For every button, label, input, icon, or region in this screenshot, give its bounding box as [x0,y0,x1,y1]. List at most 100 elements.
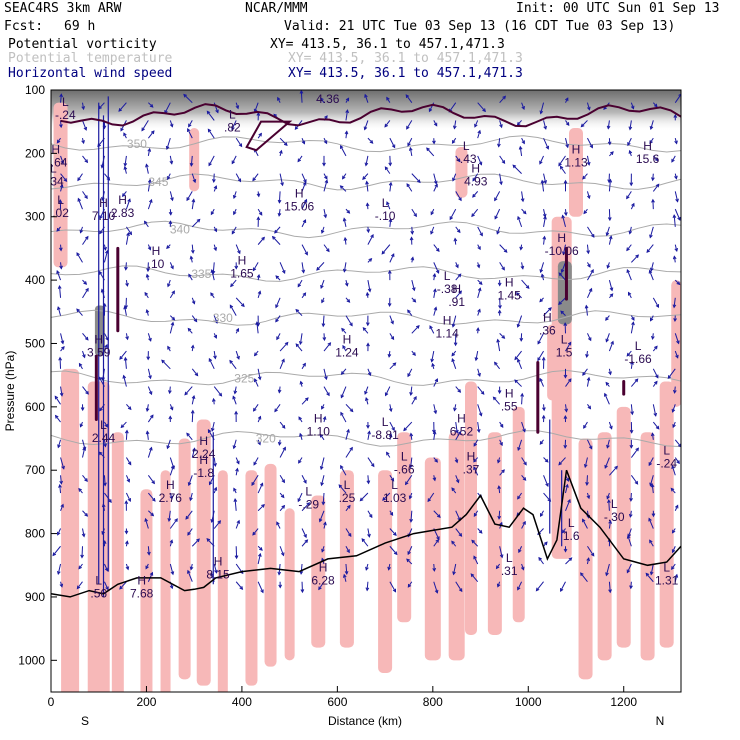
wind-vector [76,308,83,316]
wind-vector [364,94,369,103]
wind-vector-head [274,229,278,234]
wind-vector [565,557,572,565]
extrema-value-label: 1.5 [556,345,573,359]
wind-vector [297,155,303,162]
wind-vector [537,333,544,344]
extrema-kind-label: L [382,415,389,429]
x-tick-label: 400 [232,695,252,709]
wind-vector [455,528,462,537]
wind-vector [384,120,391,128]
wind-vector [455,386,461,393]
wind-vector [650,120,654,130]
wind-vector-head [123,305,127,310]
wind-vector-head [453,342,458,347]
wind-vector-head [297,498,301,503]
wind-vector-head [284,341,289,346]
wind-vector-head [474,123,478,128]
wind-vector [630,322,634,334]
wind-vector-head [608,178,613,183]
extrema-kind-label: H [199,434,208,448]
wind-vector [256,322,259,334]
extrema-value-label: 7.10 [92,209,116,223]
wind-vector-head [366,480,371,485]
wind-vector [499,332,505,339]
wind-vector-head [145,309,150,314]
pv-fill-gray-core [557,261,572,325]
wind-vector-head [165,145,170,150]
wind-vector [252,173,259,181]
wind-vector [367,431,370,440]
wind-vector [477,309,481,316]
wind-vector-head [298,416,302,421]
wind-vector [254,378,259,387]
wind-vector [213,351,216,359]
wind-vector [521,262,524,269]
wind-vector [169,563,174,575]
wind-vector-head [407,551,411,556]
wind-vector-head [545,482,549,487]
wind-vector-head [345,97,350,102]
wind-vector-head [206,110,211,115]
wind-vector-head [210,292,214,297]
wind-vector-head [455,429,459,434]
wind-vector [477,404,482,416]
wind-vector-head [233,390,238,395]
wind-vector-head [304,251,308,256]
isentrope-line [51,309,681,326]
wind-vector [536,581,544,591]
isentrope-line [51,220,681,239]
wind-vector-head [282,446,286,451]
wind-vector [301,502,310,512]
wind-vector-head [145,430,150,435]
wind-vector-head [143,220,148,225]
wind-vector-head [458,533,463,537]
wind-vector [562,244,566,255]
wind-vector-head [605,232,610,237]
wind-vector-head [451,358,455,363]
wind-vector-head [169,123,174,128]
wind-vector-head [628,126,633,131]
wind-vector-head [206,538,211,542]
wind-vector-head [671,529,676,534]
wind-vector [608,581,611,593]
wind-vector-head [629,444,634,449]
extrema-kind-label: H [572,142,581,156]
wind-vector-head [478,281,483,286]
wind-vector [580,572,588,583]
extrema-kind-label: H [214,554,223,568]
wind-vector-head [673,113,678,118]
pv-contour-line [245,120,293,152]
wind-vector-head [120,424,125,429]
wind-vector [471,540,479,547]
wind-vector [630,474,638,485]
wind-vector-head [541,356,546,361]
wind-vector-head [428,108,433,113]
wind-vector-head [235,327,240,332]
wind-vector [651,433,654,440]
wind-vector-head [671,549,676,554]
extrema-kind-label: H [557,231,566,245]
wind-vector-head [390,477,395,482]
wind-vector-head [77,197,81,202]
wind-vector-head [123,132,127,137]
wind-vector-head [521,140,525,145]
wind-vector-head [501,469,505,474]
wind-vector-head [233,211,237,216]
extrema-kind-label: H [51,142,60,156]
extrema-value-label: 1.10 [307,425,331,439]
wind-vector-head [649,571,654,576]
wind-vector [433,404,437,414]
wind-vector-head [342,175,346,180]
extrema-kind-label: L [663,561,670,575]
wind-vector [630,447,639,458]
wind-vector-head [364,390,368,395]
wind-vector-head [277,96,281,101]
wind-vector-head [627,142,631,147]
wind-vector [213,315,218,324]
wind-vector-head [303,198,308,203]
wind-vector-head [452,571,456,576]
wind-vector [367,510,373,518]
wind-vector-head [635,447,639,452]
wind-vector-head [349,322,353,327]
wind-vector-head [340,394,345,399]
